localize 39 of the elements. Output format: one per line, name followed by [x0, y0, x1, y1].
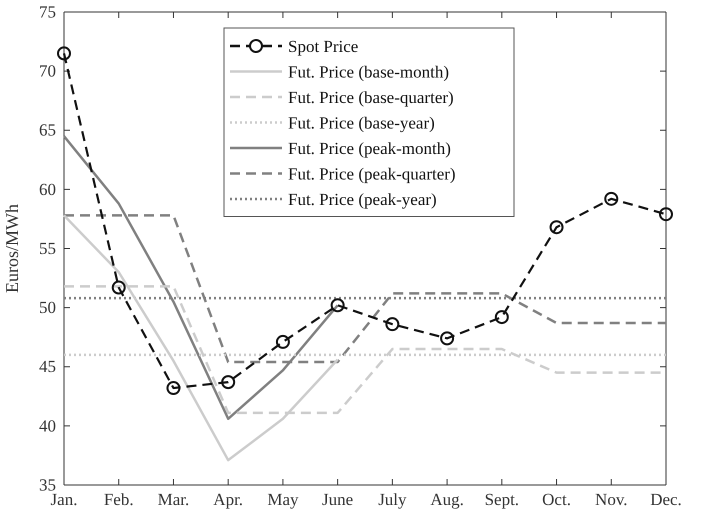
- point: [112, 280, 126, 295]
- legend-label: Fut. Price (peak-year): [288, 190, 437, 209]
- point: [330, 298, 345, 312]
- x-tick-label: May: [267, 490, 299, 510]
- point: [604, 192, 618, 206]
- y-tick-label: 45: [39, 357, 56, 376]
- legend-label: Fut. Price (base-month): [288, 62, 449, 82]
- point: [494, 310, 509, 324]
- x-tick-label: Feb.: [104, 490, 134, 510]
- y-tick-label: 60: [39, 180, 56, 199]
- y-tick-label: 50: [39, 298, 56, 318]
- point: [57, 46, 71, 60]
- y-tick-label: 65: [39, 120, 56, 140]
- y-tick-label: 75: [39, 2, 56, 22]
- x-tick-label: Sept.: [484, 490, 520, 510]
- legend-label: Fut. Price (peak-month): [288, 139, 451, 158]
- legend-label: Fut. Price (base-quarter): [288, 88, 454, 107]
- x-tick-label: Dec.: [650, 490, 682, 510]
- x-tick-label: Apr.: [213, 490, 244, 510]
- legend-label: Fut. Price (peak-quarter): [288, 164, 456, 184]
- y-axis-title: Euros/MWh: [2, 204, 22, 293]
- point: [659, 207, 673, 222]
- x-tick-label: June: [322, 490, 354, 510]
- point: [550, 220, 564, 234]
- y-tick-label: 70: [39, 62, 56, 81]
- point: [276, 334, 290, 349]
- x-tick-label: Oct.: [542, 490, 571, 510]
- point: [385, 317, 400, 332]
- point: [440, 331, 454, 346]
- y-tick-label: 40: [39, 416, 56, 436]
- point: [221, 375, 236, 390]
- x-tick-label: Aug.: [430, 490, 464, 510]
- x-tick-label: Mar.: [158, 490, 190, 510]
- point: [166, 381, 180, 396]
- x-tick-label: Nov.: [595, 490, 628, 510]
- x-tick-label: July: [378, 490, 408, 510]
- legend-label: Fut. Price (base-year): [288, 114, 435, 132]
- y-tick-label: 55: [39, 238, 56, 258]
- legend-label: Spot Price: [288, 37, 358, 56]
